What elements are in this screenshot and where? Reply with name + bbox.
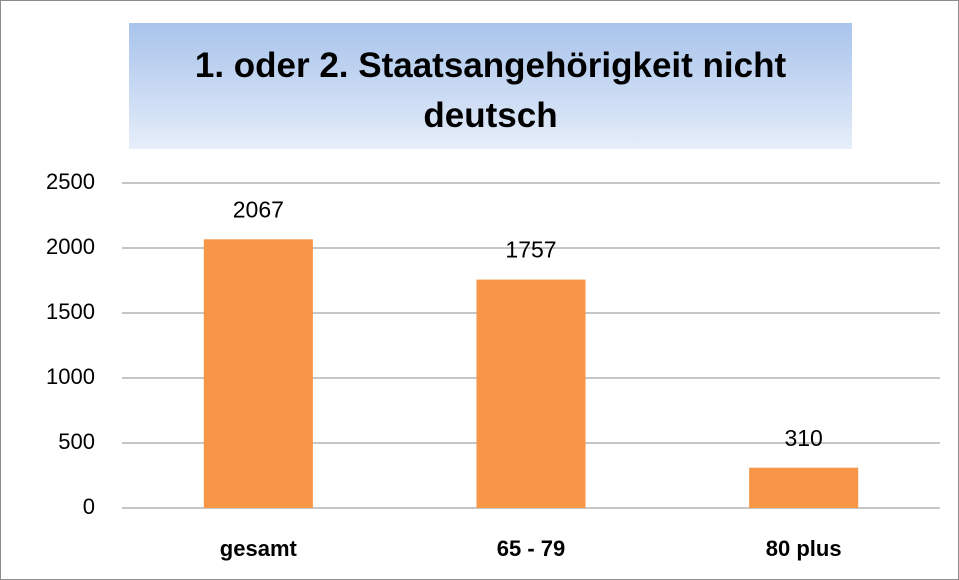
data-label: 1757 [505,237,556,263]
bar [476,279,586,508]
chart-title: 1. oder 2. Staatsangehörigkeit nicht deu… [129,23,852,149]
x-tick-label: gesamt [220,536,298,561]
y-tick-label: 2000 [46,234,95,259]
x-tick-label: 65 - 79 [497,536,566,561]
bar [749,467,859,508]
y-tick-label: 1000 [46,364,95,389]
y-tick-label: 500 [58,429,95,454]
y-tick-label: 1500 [46,299,95,324]
bar [203,239,313,509]
x-tick-label: 80 plus [766,536,842,561]
data-label: 2067 [233,196,284,222]
data-label: 310 [784,425,822,451]
y-tick-label: 0 [83,494,95,519]
y-tick-label: 2500 [46,169,95,194]
